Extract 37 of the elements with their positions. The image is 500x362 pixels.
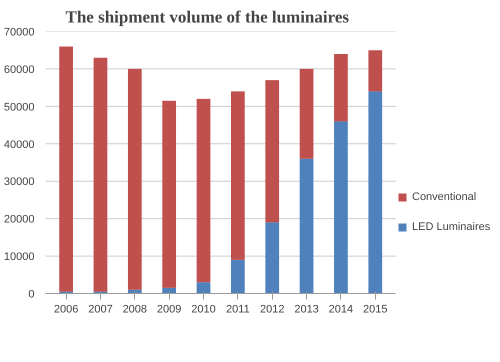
legend-label: Conventional (412, 191, 476, 203)
chart-title: The shipment volume of the luminaires (66, 8, 350, 26)
bar (368, 50, 382, 92)
x-tick-label: 2008 (122, 304, 148, 316)
bar (128, 68, 142, 290)
bar (334, 54, 348, 122)
bar (196, 282, 210, 294)
bar (94, 58, 108, 292)
y-tick-label: 10000 (4, 251, 35, 264)
x-tick-label: 2010 (191, 304, 216, 316)
bar (196, 98, 210, 282)
bar (230, 91, 245, 260)
bar (230, 260, 245, 294)
y-tick-label: 0 (28, 288, 35, 300)
x-tick-label: 2012 (260, 304, 284, 316)
bar (265, 80, 280, 222)
x-tick-label: 2015 (363, 304, 388, 316)
bar (300, 68, 314, 159)
bar (162, 100, 176, 288)
bar (334, 121, 348, 294)
bar (265, 222, 280, 294)
bar (59, 46, 73, 292)
legend-label: LED Luminaires (412, 221, 490, 233)
y-tick-label: 70000 (4, 26, 35, 38)
y-tick-label: 40000 (4, 138, 35, 151)
x-tick-label: 2009 (156, 304, 182, 316)
x-tick-label: 2011 (226, 304, 250, 316)
y-tick-label: 50000 (4, 101, 35, 114)
y-tick-label: 60000 (4, 64, 35, 76)
bar (368, 91, 382, 294)
y-tick-label: 30000 (4, 176, 35, 188)
bar (300, 158, 314, 294)
x-tick-label: 2007 (88, 304, 113, 316)
x-tick-label: 2006 (54, 304, 78, 316)
y-tick-label: 20000 (4, 214, 35, 226)
x-tick-label: 2013 (294, 304, 319, 316)
x-tick-label: 2014 (328, 304, 354, 316)
